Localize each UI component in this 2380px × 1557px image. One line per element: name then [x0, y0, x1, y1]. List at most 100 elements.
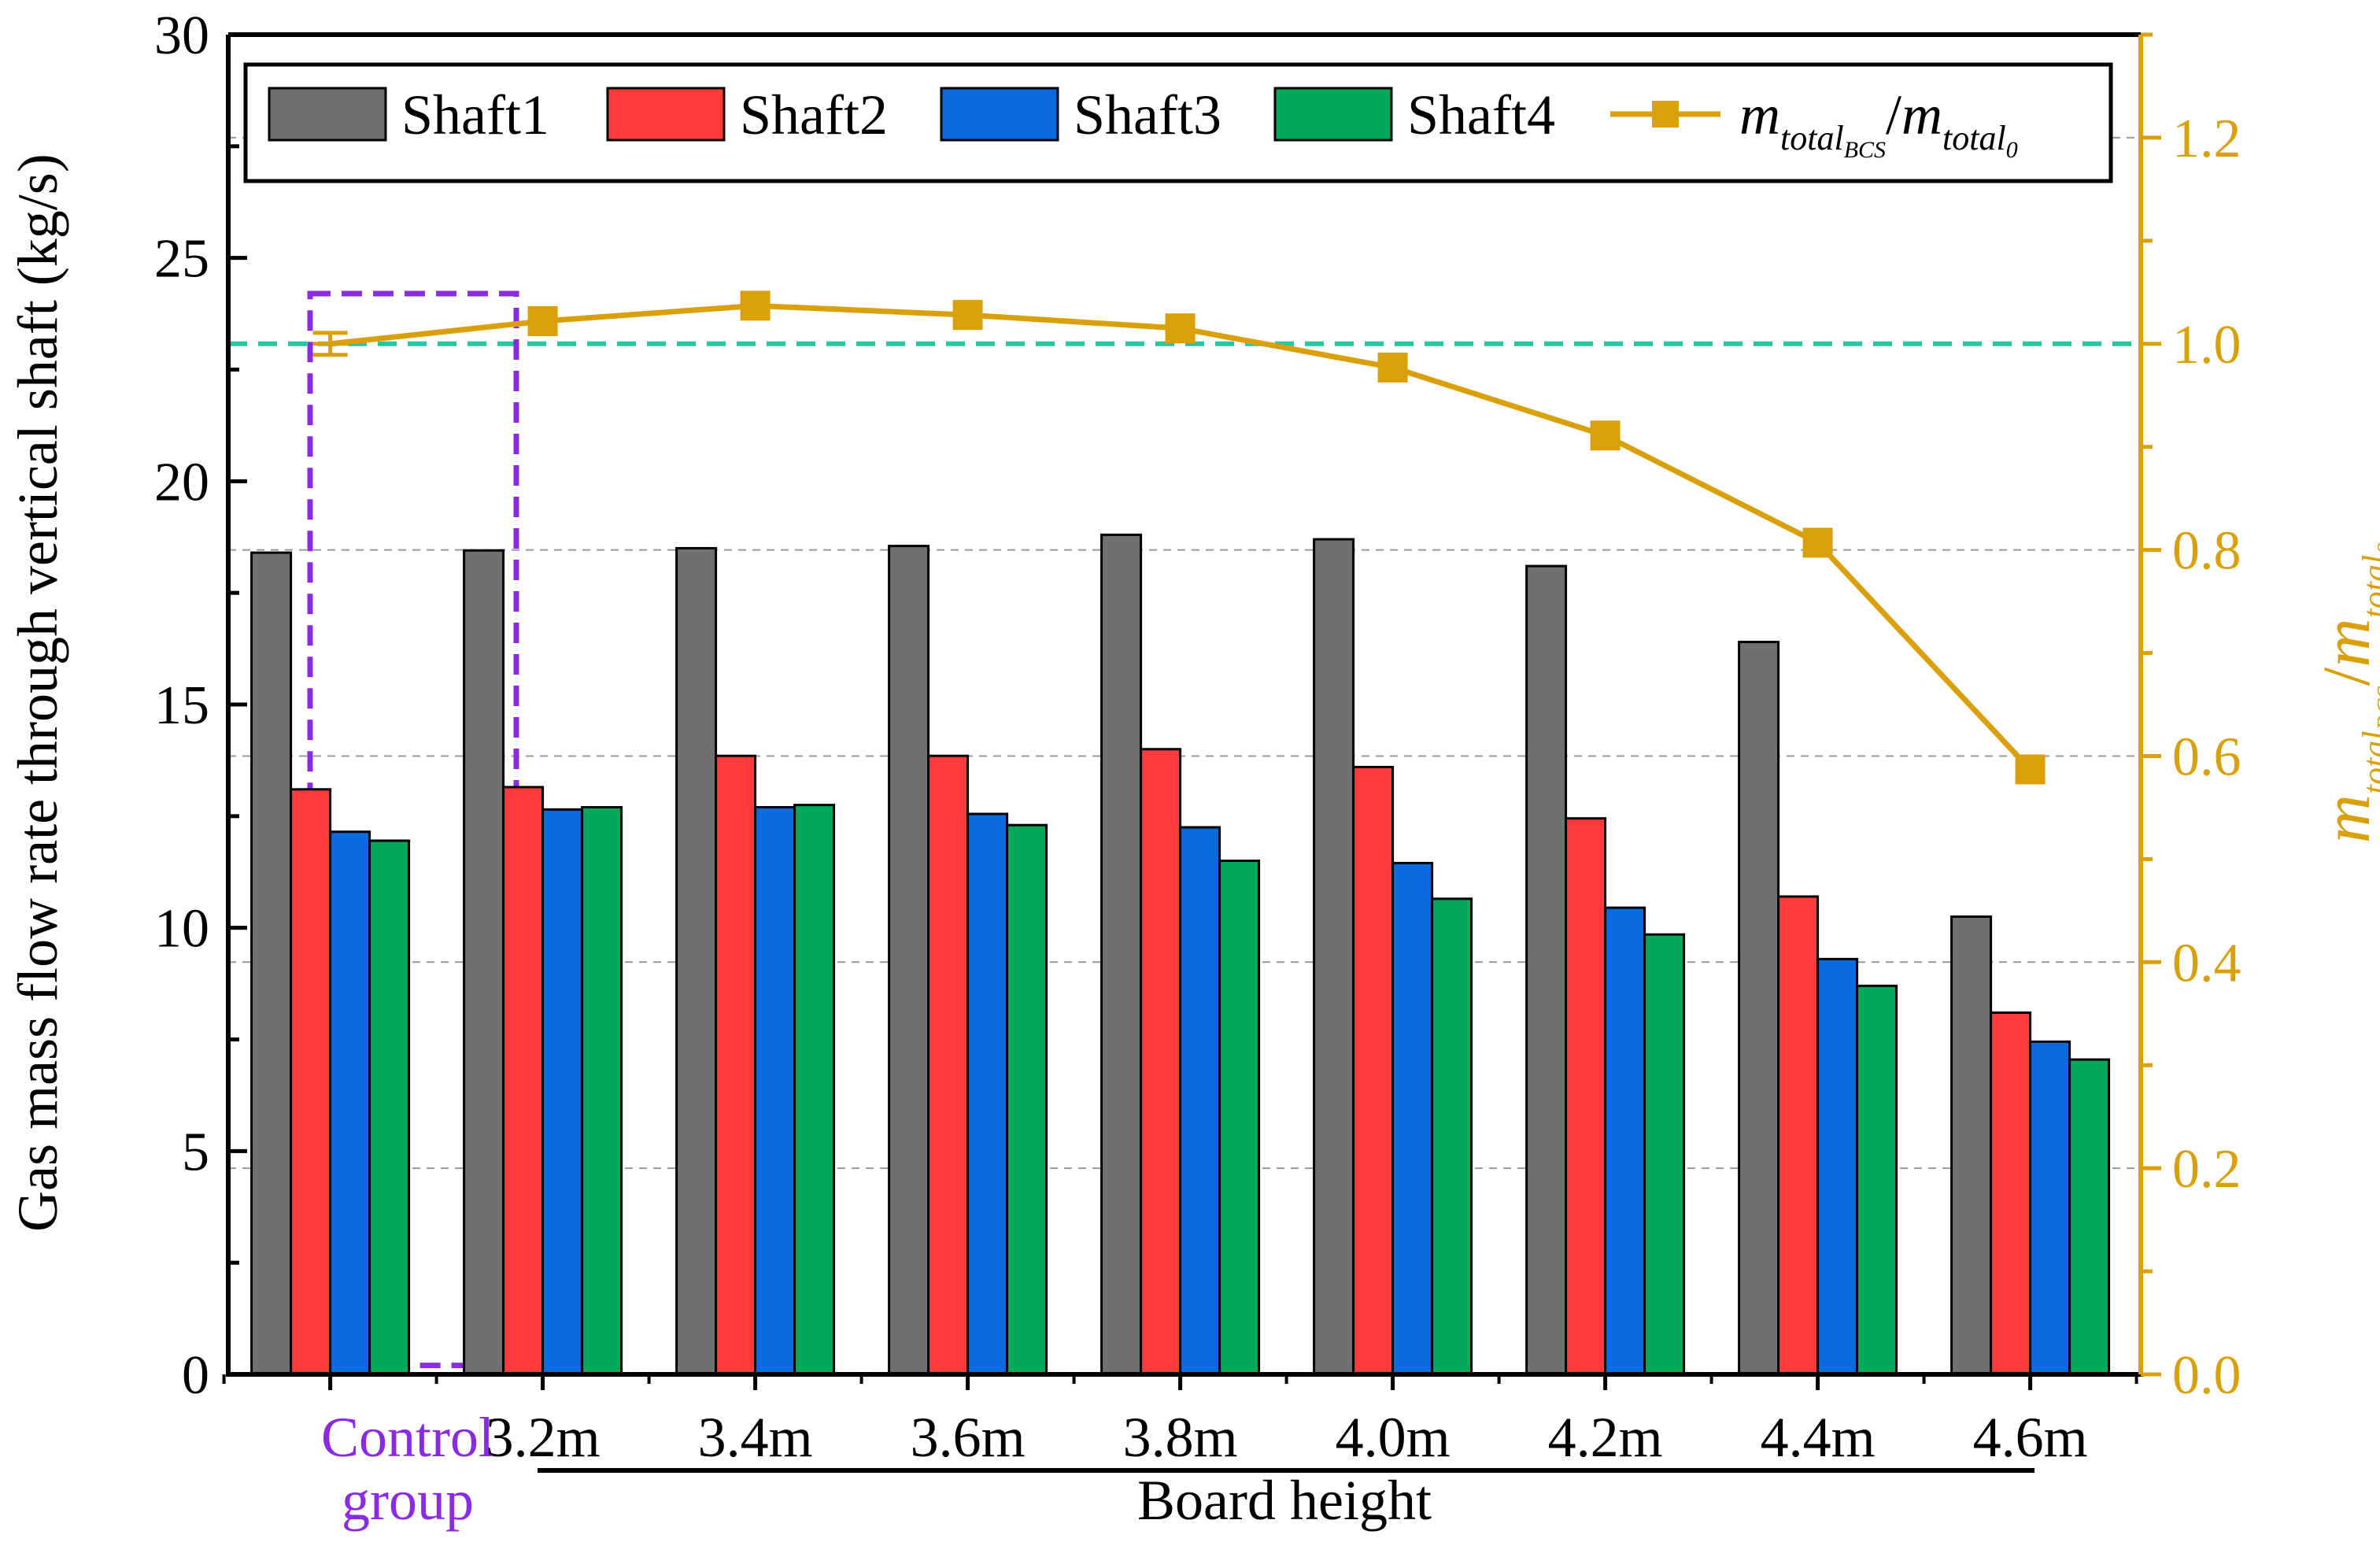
legend-ratio-sub1: total — [1780, 119, 1844, 157]
y2-title-sub1: total — [2356, 730, 2380, 794]
left-tick-label-0: 0 — [182, 1345, 209, 1406]
ratio-marker-7 — [1802, 527, 1833, 558]
bar-shaft2-8 — [1990, 1011, 2032, 1376]
ratio-marker-2 — [740, 290, 771, 321]
legend-label-shaft4: Shaft4 — [1407, 83, 1555, 146]
right-tick-label-5: 1.0 — [2172, 315, 2241, 375]
bar-shaft1-1 — [463, 549, 505, 1376]
legend-ratio-sub2b: 0 — [2006, 137, 2018, 163]
left-tick-label-3: 15 — [154, 675, 209, 736]
bar-shaft4-2 — [793, 804, 836, 1376]
legend-ratio-slash: / — [1886, 83, 1901, 146]
y-axis-title: Gas mass flow rate through vertical shaf… — [6, 153, 69, 1232]
legend-ratio-m1: m — [1739, 83, 1780, 146]
bar-shaft1-0 — [250, 551, 293, 1376]
bar-shaft3-5 — [1391, 861, 1434, 1376]
y2-title-sub2b: 0 — [2371, 542, 2380, 555]
category-label-5: 4.2m — [1548, 1406, 1663, 1469]
category-label-6: 4.4m — [1761, 1406, 1876, 1469]
bar-shaft4-7 — [1856, 984, 1898, 1376]
bar-shaft1-6 — [1525, 564, 1568, 1376]
control-group-label-line1: Control — [321, 1406, 494, 1469]
y2-title-slash: / — [2308, 668, 2380, 686]
bar-shaft2-1 — [502, 786, 545, 1376]
left-tick-label-5: 25 — [154, 229, 209, 290]
ratio-marker-8 — [2015, 754, 2046, 785]
legend-swatch-shaft3 — [940, 87, 1059, 142]
legend-label-shaft2: Shaft2 — [740, 83, 888, 146]
bars — [250, 533, 2111, 1376]
bar-shaft2-5 — [1352, 765, 1395, 1376]
bar-shaft3-2 — [754, 805, 796, 1376]
y2-title-m1: m — [2308, 794, 2380, 843]
bar-shaft4-8 — [2068, 1058, 2111, 1376]
legend-ratio-m2: m — [1901, 83, 1942, 146]
bar-shaft4-1 — [581, 805, 623, 1376]
left-tick-label-6: 30 — [154, 6, 209, 66]
bar-shaft3-7 — [1816, 957, 1859, 1376]
legend-frame — [243, 62, 2113, 183]
bar-shaft1-7 — [1738, 641, 1780, 1376]
ratio-marker-3 — [952, 300, 983, 331]
right-tick-label-0: 0.0 — [2172, 1345, 2241, 1406]
bar-shaft2-7 — [1777, 895, 1820, 1376]
right-tick-label-2: 0.4 — [2172, 933, 2241, 993]
category-label-7: 4.6m — [1973, 1406, 2088, 1469]
bar-shaft1-2 — [675, 546, 718, 1376]
bar-shaft1-8 — [1950, 915, 1993, 1376]
y2-title-m2: m — [2308, 618, 2380, 667]
bar-shaft4-6 — [1643, 933, 1686, 1376]
bar-shaft1-3 — [888, 545, 930, 1376]
bar-shaft4-0 — [368, 839, 411, 1376]
legend: Shaft1 Shaft2 Shaft3 Shaft4 mtotalBCS/mt… — [243, 62, 2113, 183]
bar-shaft3-1 — [541, 808, 584, 1376]
y2-title-sub2: total — [2356, 555, 2380, 619]
bar-shaft3-6 — [1604, 906, 1646, 1376]
control-group-label-line2: group — [342, 1469, 474, 1532]
left-tick-label-4: 20 — [154, 452, 209, 512]
right-tick-label-1: 0.2 — [2172, 1139, 2241, 1200]
bar-shaft3-0 — [329, 830, 371, 1376]
right-tick-label-4: 0.8 — [2172, 521, 2241, 582]
category-label-3: 3.8m — [1123, 1406, 1238, 1469]
legend-swatch-shaft1 — [268, 87, 387, 142]
legend-ratio-sub1b: BCS — [1844, 137, 1886, 163]
legend-label-shaft1: Shaft1 — [401, 83, 549, 146]
left-tick-label-2: 10 — [154, 899, 209, 960]
bar-shaft2-0 — [290, 788, 332, 1376]
bar-shaft3-3 — [966, 812, 1009, 1376]
bar-shaft1-4 — [1100, 533, 1143, 1376]
bar-shaft2-2 — [715, 754, 757, 1376]
legend-label-ratio: mtotalBCS/mtotal0 — [1739, 83, 2018, 163]
legend-swatch-shaft4 — [1273, 87, 1393, 142]
ratio-line — [312, 290, 2046, 785]
legend-label-shaft3: Shaft3 — [1074, 83, 1221, 146]
bar-shaft4-4 — [1218, 860, 1261, 1376]
bar-shaft2-3 — [927, 754, 970, 1376]
bar-shaft4-5 — [1431, 897, 1473, 1376]
right-tick-label-6: 1.2 — [2172, 109, 2241, 169]
category-label-0: 3.2m — [486, 1406, 601, 1469]
right-tick-label-3: 0.6 — [2172, 727, 2241, 787]
bar-shaft2-6 — [1565, 817, 1607, 1376]
y2-title-sub1b: BCS — [2371, 686, 2380, 731]
category-label-2: 3.6m — [911, 1406, 1026, 1469]
ratio-marker-1 — [527, 305, 558, 336]
bar-shaft2-4 — [1140, 748, 1182, 1376]
legend-marker-ratio — [1652, 101, 1679, 128]
legend-swatch-shaft2 — [606, 87, 726, 142]
category-label-1: 3.4m — [698, 1406, 813, 1469]
left-tick-label-1: 5 — [182, 1122, 209, 1182]
bar-shaft3-4 — [1179, 826, 1221, 1376]
ratio-marker-6 — [1590, 420, 1621, 451]
bar-shaft1-5 — [1313, 538, 1355, 1376]
tick-labels: 0 5 10 15 20 25 30 0.0 0.2 0.4 0.6 0.8 1.0 1.2 3.2m 3.4… — [154, 6, 2241, 1469]
legend-ratio-sub2: total — [1942, 119, 2006, 157]
category-label-4: 4.0m — [1336, 1406, 1451, 1469]
bar-shaft3-8 — [2029, 1040, 2071, 1376]
axes — [222, 32, 2161, 1473]
x-axis-title: Board height — [1137, 1469, 1432, 1532]
y2-axis-title: mtotalBCS/mtotal0 — [2308, 542, 2380, 843]
bar-shaft4-3 — [1006, 823, 1048, 1376]
